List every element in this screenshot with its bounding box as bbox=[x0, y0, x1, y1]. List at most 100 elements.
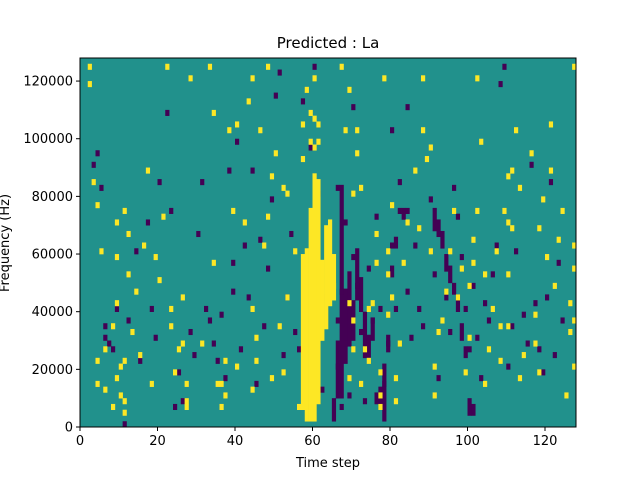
heatmap-cell-high bbox=[312, 75, 317, 82]
heatmap-cell-high bbox=[281, 184, 286, 191]
heatmap-cell-low bbox=[455, 294, 461, 312]
heatmap-cell-high bbox=[308, 207, 313, 422]
heatmap-cell-low bbox=[436, 375, 441, 382]
heatmap-cell-low bbox=[331, 398, 337, 422]
heatmap-cell-high bbox=[545, 254, 550, 261]
heatmap-cell-low bbox=[238, 346, 244, 353]
heatmap-cell-high bbox=[374, 230, 379, 238]
heatmap-cell-low bbox=[134, 248, 139, 255]
heatmap-cell-low bbox=[417, 305, 422, 312]
heatmap-cell-high bbox=[386, 271, 391, 278]
heatmap-cell-high bbox=[459, 265, 464, 272]
heatmap-cell-high bbox=[308, 138, 313, 145]
heatmap-cell-high bbox=[432, 363, 437, 370]
heatmap-cell-low bbox=[448, 328, 453, 336]
heatmap-cell-high bbox=[246, 98, 251, 105]
y-tick-label: 80000 bbox=[32, 190, 73, 205]
heatmap-cell-low bbox=[99, 184, 104, 191]
heatmap-cell-high bbox=[413, 167, 418, 174]
heatmap-cell-low bbox=[413, 242, 418, 249]
heatmap-cell-low bbox=[266, 265, 271, 272]
heatmap-cell-high bbox=[114, 219, 120, 226]
heatmap-cell-high bbox=[548, 167, 554, 174]
heatmap-cell-high bbox=[378, 403, 383, 411]
heatmap-cell-low bbox=[169, 207, 174, 214]
heatmap-cell-low bbox=[510, 323, 515, 330]
heatmap-cell-high bbox=[219, 403, 224, 411]
x-axis: 0 20 40 60 80 100 120 bbox=[76, 427, 557, 449]
heatmap-cell-low bbox=[397, 179, 402, 186]
heatmap-cell-low bbox=[370, 317, 375, 324]
heatmap-cell-low bbox=[552, 352, 557, 359]
heatmap-cell-low bbox=[351, 254, 356, 261]
heatmap-cell-low bbox=[506, 363, 511, 370]
heatmap-cell-high bbox=[393, 375, 399, 382]
heatmap-cell-low bbox=[471, 282, 476, 289]
heatmap-cell-low bbox=[448, 265, 453, 284]
heatmap-cell-low bbox=[374, 392, 379, 405]
heatmap-cell-high bbox=[242, 219, 247, 226]
heatmap-cell-low bbox=[355, 248, 360, 301]
heatmap-cell-low bbox=[211, 340, 216, 347]
heatmap-cell-high bbox=[498, 323, 503, 330]
heatmap-cell-high bbox=[145, 167, 151, 174]
y-tick-label: 60000 bbox=[32, 248, 73, 263]
heatmap-cell-low bbox=[231, 288, 236, 295]
heatmap-cell-low bbox=[297, 346, 302, 353]
heatmap-cell-low bbox=[382, 363, 387, 422]
heatmap-cell-high bbox=[517, 375, 523, 382]
heatmap-cell-high bbox=[537, 225, 542, 232]
heatmap-cell-high bbox=[331, 254, 337, 261]
heatmap-cell-high bbox=[506, 271, 511, 278]
heatmap-cell-high bbox=[483, 271, 488, 278]
heatmap-cell-high bbox=[95, 202, 100, 209]
heatmap-cell-high bbox=[467, 334, 472, 341]
y-tick-label: 120000 bbox=[23, 75, 73, 90]
heatmap-cell-low bbox=[463, 305, 468, 312]
heatmap-cell-high bbox=[157, 277, 162, 284]
heatmap-cell-low bbox=[258, 236, 263, 243]
heatmap-cell-low bbox=[436, 219, 441, 238]
heatmap-cell-high bbox=[184, 403, 189, 411]
heatmap-cell-low bbox=[475, 334, 480, 341]
heatmap-cell-low bbox=[432, 271, 437, 278]
heatmap-cell-high bbox=[169, 305, 174, 312]
heatmap-cell-high bbox=[118, 363, 123, 370]
heatmap-cell-low bbox=[463, 346, 468, 359]
heatmap-cell-high bbox=[285, 294, 290, 301]
heatmap-cell-high bbox=[316, 138, 321, 145]
heatmap-cell-high bbox=[169, 323, 174, 330]
heatmap-cell-low bbox=[335, 363, 340, 370]
heatmap-cell-low bbox=[227, 167, 232, 174]
heatmap-cell-low bbox=[359, 277, 364, 312]
heatmap-cell-low bbox=[126, 317, 131, 324]
heatmap-cell-high bbox=[114, 375, 120, 382]
heatmap-cell-high bbox=[393, 398, 399, 405]
heatmap-cell-low bbox=[242, 242, 247, 249]
x-tick-label: 40 bbox=[227, 434, 244, 449]
heatmap-cell-low bbox=[289, 230, 294, 238]
heatmap-cell-high bbox=[506, 173, 511, 180]
heatmap-cell-high bbox=[510, 167, 515, 174]
heatmap-cell-high bbox=[366, 357, 371, 364]
heatmap-cell-low bbox=[111, 346, 116, 353]
heatmap-cell-high bbox=[95, 357, 100, 364]
heatmap-cell-low bbox=[541, 369, 546, 376]
heatmap-cell-high bbox=[378, 369, 383, 376]
heatmap-cell-low bbox=[343, 288, 348, 364]
heatmap-cell-low bbox=[440, 236, 445, 249]
heatmap-cell-high bbox=[374, 259, 379, 266]
heatmap-cell-high bbox=[397, 340, 402, 347]
heatmap-cell-low bbox=[246, 294, 251, 301]
heatmap-cell-high bbox=[312, 173, 317, 422]
heatmap-cell-low bbox=[149, 305, 154, 312]
heatmap-cell-high bbox=[479, 138, 484, 145]
heatmap-cell-high bbox=[254, 334, 259, 341]
heatmap-cell-high bbox=[347, 86, 352, 93]
heatmap-cell-high bbox=[111, 403, 116, 411]
heatmap-cell-high bbox=[351, 346, 356, 353]
heatmap-cell-low bbox=[254, 380, 259, 387]
heatmap-cell-low bbox=[374, 213, 379, 220]
heatmap-cell-high bbox=[95, 380, 100, 387]
heatmap-cell-high bbox=[231, 207, 236, 214]
